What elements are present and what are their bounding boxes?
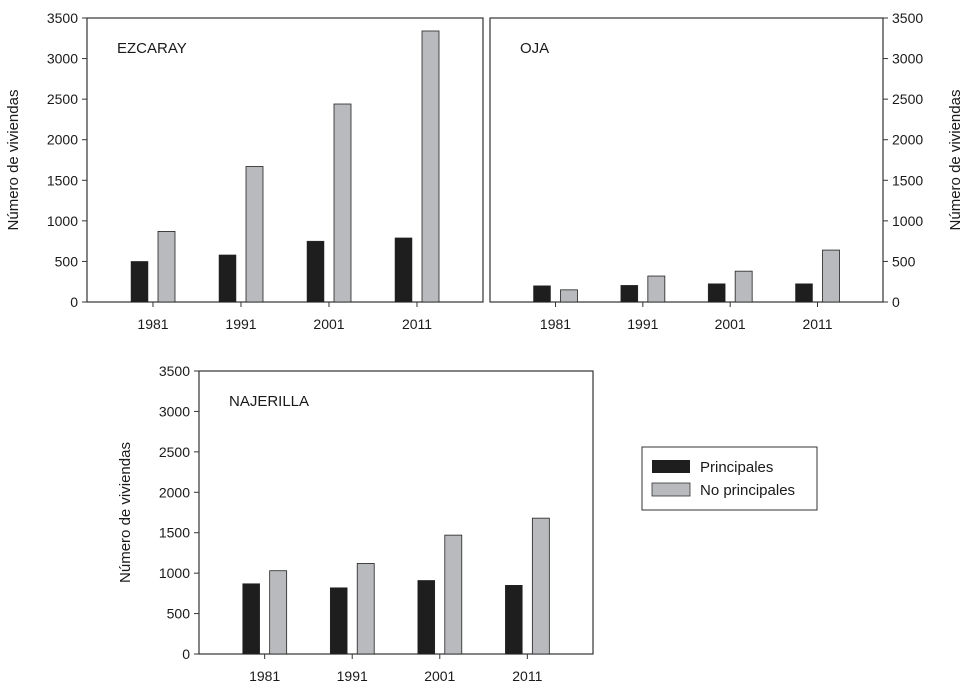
bar-no-principales <box>245 166 264 303</box>
bar-principales <box>707 283 726 303</box>
bar-principales <box>505 585 523 655</box>
x-tick-label: 1991 <box>627 316 658 332</box>
legend-swatch-principales <box>652 460 690 473</box>
bar-principales <box>329 587 348 655</box>
bar-no-principales <box>647 275 666 303</box>
x-tick-label: 2011 <box>402 316 432 332</box>
panel-oja: 0 500 1000 1500 2000 2500 3000 3500 Número de vi… <box>489 10 964 332</box>
bar-no-principales <box>734 270 753 303</box>
plot-frame <box>198 370 594 655</box>
bar-no-principales <box>157 231 176 303</box>
y-tick-label: 2000 <box>892 132 923 148</box>
y-tick-label: 0 <box>182 646 190 662</box>
bar-principales <box>218 254 237 303</box>
y-tick-label: 2000 <box>159 484 190 500</box>
x-tick-label: 1981 <box>137 316 168 332</box>
bar-no-principales <box>356 563 375 655</box>
y-axis-label: Número de viviendas <box>947 90 964 231</box>
y-tick-label: 2500 <box>159 444 190 460</box>
panel-title: OJA <box>520 40 549 57</box>
y-tick-label: 2000 <box>47 132 78 148</box>
bar-no-principales <box>269 570 288 655</box>
panel-title: NAJERILLA <box>229 393 309 410</box>
y-tick-label: 3500 <box>47 10 78 26</box>
x-tick-label: 2001 <box>715 316 746 332</box>
y-tick-label: 2500 <box>892 91 923 107</box>
x-tick-label: 2011 <box>802 316 832 332</box>
x-tick-label: 2011 <box>512 668 542 682</box>
bar-no-principales <box>421 30 440 303</box>
x-tick-label: 1981 <box>249 668 280 682</box>
y-tick-label: 1000 <box>159 565 190 581</box>
chart-panels: 0 500 1000 1500 2000 2500 3000 3500 Número de vi… <box>5 10 964 682</box>
bar-principales <box>620 285 639 303</box>
y-tick-label: 2500 <box>47 91 78 107</box>
y-tick-label: 500 <box>167 606 191 622</box>
legend-swatch-no-principales <box>651 482 691 497</box>
bar-principales <box>242 583 260 655</box>
bar-no-principales <box>333 103 352 303</box>
y-tick-label: 500 <box>55 253 79 269</box>
x-tick-label: 1991 <box>337 668 368 682</box>
bar-principales <box>394 237 413 303</box>
y-tick-label: 1500 <box>47 172 78 188</box>
y-tick-label: 3500 <box>892 10 923 26</box>
y-axis-label: Número de viviendas <box>5 90 22 231</box>
bar-principales <box>795 283 813 303</box>
panel-ezcaray: 0 500 1000 1500 2000 2500 3000 3500 Número de vi… <box>5 10 484 332</box>
y-tick-label: 3000 <box>159 403 190 419</box>
bar-principales <box>306 240 325 303</box>
y-tick-label: 1500 <box>159 525 190 541</box>
y-axis-label: Número de viviendas <box>117 442 134 583</box>
x-tick-label: 1981 <box>540 316 571 332</box>
bar-no-principales <box>444 534 463 655</box>
y-tick-label: 0 <box>892 294 900 310</box>
legend-box <box>641 446 818 511</box>
panel-title: EZCARAY <box>117 40 187 57</box>
y-tick-label: 1000 <box>892 213 923 229</box>
bar-principales <box>130 261 149 303</box>
bar-no-principales <box>822 249 840 303</box>
y-tick-label: 0 <box>70 294 78 310</box>
y-tick-label: 1000 <box>47 213 78 229</box>
y-tick-label: 3000 <box>47 51 78 67</box>
x-tick-label: 2001 <box>313 316 344 332</box>
plot-frame <box>489 17 884 303</box>
bar-principales <box>533 285 551 303</box>
panel-najerilla: 0 500 1000 1500 2000 2500 3000 3500 Número de vi… <box>117 363 594 682</box>
legend-label-principales: Principales <box>700 459 773 476</box>
bar-no-principales <box>560 289 578 303</box>
y-tick-label: 3500 <box>159 363 190 379</box>
plot-frame <box>86 17 484 303</box>
y-tick-label: 500 <box>892 253 916 269</box>
bar-no-principales <box>531 517 550 655</box>
legend-label-no-principales: No principales <box>700 482 795 499</box>
x-tick-label: 1991 <box>225 316 256 332</box>
x-tick-label: 2001 <box>424 668 455 682</box>
y-tick-label: 3000 <box>892 51 923 67</box>
bar-principales <box>417 580 436 655</box>
legend: Principales No principales <box>641 446 818 511</box>
y-tick-label: 1500 <box>892 172 923 188</box>
